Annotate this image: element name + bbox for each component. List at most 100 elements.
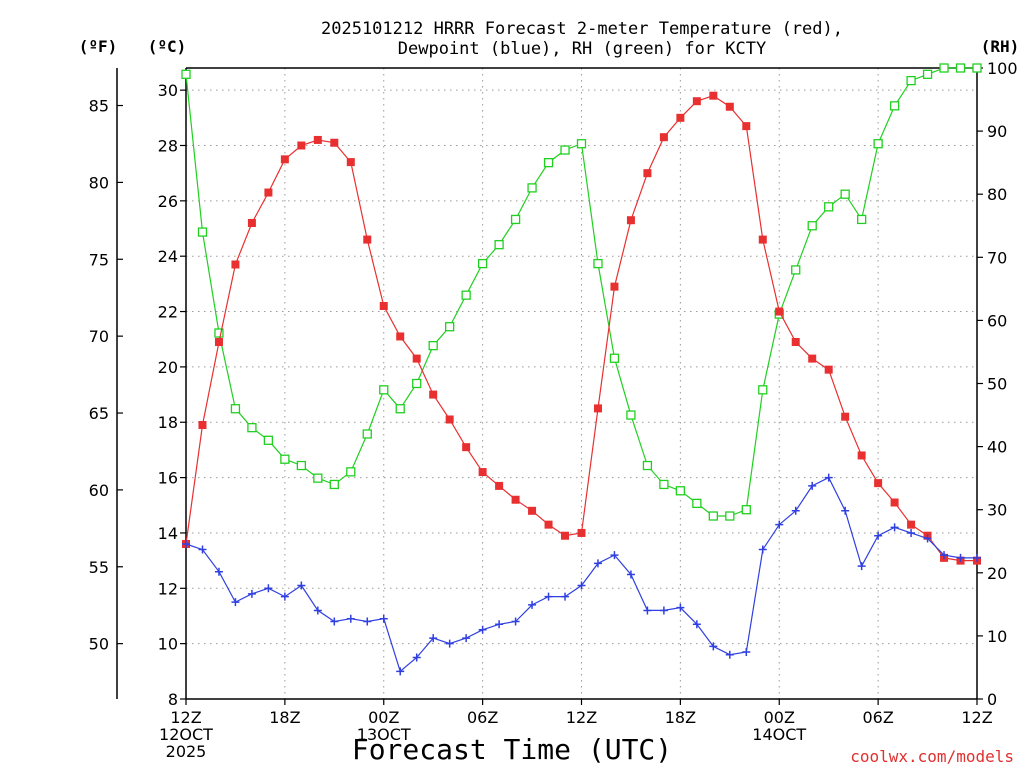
data-point bbox=[230, 404, 241, 414]
data-point bbox=[478, 625, 487, 634]
data-point bbox=[429, 390, 438, 399]
data-point bbox=[659, 133, 668, 142]
data-point bbox=[643, 169, 652, 178]
data-point bbox=[330, 138, 339, 147]
celsius-unit-label: (ºC) bbox=[148, 37, 187, 56]
data-point bbox=[742, 647, 751, 656]
data-point bbox=[874, 479, 883, 488]
data-point bbox=[939, 63, 949, 73]
data-point bbox=[543, 157, 554, 168]
data-point bbox=[626, 570, 635, 579]
grid bbox=[185, 68, 978, 700]
data-point bbox=[659, 479, 669, 490]
data-point bbox=[280, 454, 290, 464]
data-point bbox=[709, 642, 718, 651]
data-point bbox=[775, 520, 784, 529]
rh-tick-label: 90 bbox=[987, 122, 1007, 141]
x-tick-label: 14OCT bbox=[752, 725, 806, 744]
data-point bbox=[824, 202, 834, 212]
data-point bbox=[889, 101, 900, 111]
data-point bbox=[874, 531, 883, 540]
x-tick-label: 00Z bbox=[368, 708, 399, 727]
data-point bbox=[445, 322, 455, 332]
data-point bbox=[445, 639, 454, 648]
data-point bbox=[923, 534, 932, 543]
data-point bbox=[528, 506, 537, 515]
data-point bbox=[708, 511, 718, 521]
celsius-tick-label: 10 bbox=[158, 635, 178, 654]
data-point bbox=[857, 562, 866, 571]
data-point bbox=[280, 592, 289, 601]
data-point bbox=[396, 332, 405, 341]
data-point bbox=[676, 113, 685, 122]
data-point bbox=[692, 498, 702, 509]
x-tick-label: 06Z bbox=[862, 708, 893, 727]
data-point bbox=[956, 553, 965, 562]
fahrenheit-tick-label: 65 bbox=[89, 404, 109, 423]
fahrenheit-tick-label: 55 bbox=[89, 558, 109, 577]
data-point bbox=[791, 337, 800, 346]
data-point bbox=[741, 505, 751, 515]
series-layer bbox=[181, 63, 982, 676]
x-tick-label: 18Z bbox=[269, 708, 300, 727]
data-point bbox=[396, 667, 405, 676]
x-tick-label: 12Z bbox=[566, 708, 597, 727]
data-point bbox=[511, 495, 520, 504]
data-point bbox=[758, 545, 767, 554]
data-point bbox=[495, 481, 504, 490]
data-point bbox=[511, 617, 520, 626]
data-point bbox=[610, 551, 619, 560]
celsius-tick-label: 12 bbox=[158, 579, 178, 598]
x-tick-label: 00Z bbox=[764, 708, 795, 727]
data-point bbox=[429, 634, 438, 643]
data-point bbox=[313, 606, 322, 615]
rh-tick-label: 10 bbox=[987, 627, 1007, 646]
data-point bbox=[593, 404, 602, 413]
fahrenheit-tick-label: 60 bbox=[89, 481, 109, 500]
data-point bbox=[758, 385, 768, 395]
data-point bbox=[561, 531, 570, 540]
data-point bbox=[494, 240, 504, 250]
data-point bbox=[214, 567, 223, 576]
data-point bbox=[346, 467, 356, 477]
celsius-tick-label: 24 bbox=[158, 247, 178, 266]
data-point bbox=[857, 451, 866, 460]
data-point bbox=[576, 139, 587, 149]
data-point bbox=[510, 214, 521, 225]
fahrenheit-unit-label: (ºF) bbox=[79, 37, 118, 56]
data-point bbox=[346, 614, 355, 623]
data-point bbox=[263, 435, 274, 445]
data-point bbox=[527, 183, 537, 193]
x-tick-label: 12Z bbox=[961, 708, 992, 727]
rh-tick-label: 50 bbox=[987, 375, 1007, 394]
rh-tick-label: 20 bbox=[987, 564, 1007, 583]
data-point bbox=[297, 581, 306, 590]
data-point bbox=[692, 97, 701, 106]
data-point bbox=[593, 559, 602, 568]
data-point bbox=[643, 606, 652, 615]
data-point bbox=[313, 473, 323, 483]
data-point bbox=[181, 69, 191, 79]
data-point bbox=[972, 63, 982, 73]
rh-tick-label: 70 bbox=[987, 248, 1007, 267]
data-point bbox=[725, 511, 735, 521]
data-point bbox=[363, 235, 372, 244]
celsius-tick-label: 16 bbox=[158, 469, 178, 488]
rh-unit-label: (RH) bbox=[981, 37, 1020, 56]
data-point bbox=[675, 486, 686, 496]
data-point bbox=[214, 328, 224, 338]
data-point bbox=[791, 265, 801, 275]
data-point bbox=[659, 606, 668, 615]
data-point bbox=[593, 258, 603, 269]
data-point bbox=[577, 528, 586, 537]
data-point bbox=[395, 404, 405, 414]
data-point bbox=[807, 221, 817, 231]
data-point bbox=[329, 479, 339, 490]
data-point bbox=[197, 227, 208, 237]
data-point bbox=[709, 91, 718, 100]
data-point bbox=[890, 523, 899, 532]
fahrenheit-tick-label: 70 bbox=[89, 327, 109, 346]
rh-tick-label: 0 bbox=[987, 690, 997, 709]
data-point bbox=[577, 581, 586, 590]
